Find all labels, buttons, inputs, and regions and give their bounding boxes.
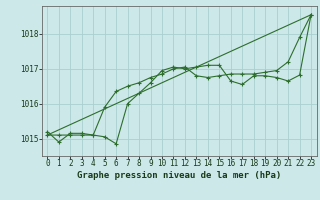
X-axis label: Graphe pression niveau de la mer (hPa): Graphe pression niveau de la mer (hPa): [77, 171, 281, 180]
